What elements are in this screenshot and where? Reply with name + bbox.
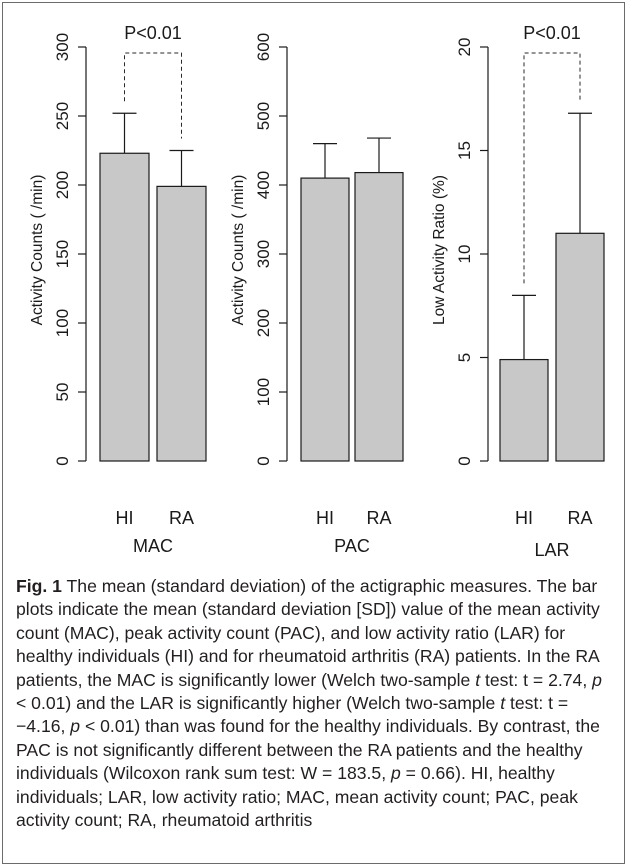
y-tick-label: 100 [254,378,273,406]
caption-text: test: t = 2.74, [480,669,593,690]
bar-hi [99,152,150,462]
y-tick-label: 500 [254,102,273,130]
chart-lar: 0 5 10 15 20 Low Activity Ratio (%) HI RA LAR P<0… [431,23,605,560]
bar-hi [499,358,549,462]
bar-ra [354,171,404,462]
significance-bracket [124,52,182,139]
x-axis-label: MAC [133,536,173,556]
caption-italic-p: p [391,763,401,784]
significance-bracket [523,52,581,284]
figure-caption: Fig. 1 The mean (standard deviation) of … [16,575,614,832]
category-label: HI [116,508,134,528]
y-tick-label: 50 [53,383,72,402]
bar-hi [300,177,350,462]
y-axis-label: Low Activity Ratio (%) [431,175,448,325]
x-axis-label: PAC [334,536,370,556]
category-label: HI [515,508,533,528]
y-axis-label: Activity Counts ( /min) [230,175,247,326]
y-tick-label: 250 [53,102,72,130]
bar-ra [555,232,605,462]
bar-ra [156,185,207,462]
category-label: RA [366,508,391,528]
y-tick-label: 0 [254,456,273,465]
y-tick-label: 600 [254,33,273,61]
significance-label: P<0.01 [124,23,182,43]
figure-label: Fig. 1 [16,576,62,596]
caption-text: < 0.01) than was found for the healthy i… [16,716,600,784]
chart-pac: 0 100 200 300 400 500 600 Activity Counts ( /mi… [230,33,404,556]
y-tick-label: 15 [455,141,474,160]
caption-text: The bar plots indicate the mean (standar… [16,576,600,690]
y-tick-label: 20 [455,38,474,57]
y-tick-label: 5 [455,353,474,362]
significance-label: P<0.01 [523,23,581,43]
caption-italic-t: t [475,669,481,690]
y-tick-label: 150 [53,240,72,268]
caption-italic-p: p [592,669,602,690]
caption-text: = 0.66). HI, healthy individuals; LAR, l… [16,763,578,831]
x-axis-label: LAR [534,540,569,560]
caption-italic-t: t [500,693,506,714]
caption-italic-p: p [70,716,81,737]
category-label: RA [169,508,194,528]
caption-text: test: t = −4.16, [16,693,569,737]
y-tick-label: 300 [53,33,72,61]
category-label: RA [567,508,592,528]
y-tick-label: 0 [53,456,72,465]
caption-title: The mean (standard deviation) of the act… [66,576,533,596]
y-axis-label: Activity Counts ( /min) [29,175,46,326]
caption-text: < 0.01) and the LAR is significantly hig… [16,693,501,714]
chart-mac: 0 50 100 150 200 250 300 Activity Counts ( /min… [29,23,207,556]
y-tick-label: 400 [254,171,273,199]
y-tick-label: 0 [455,456,474,465]
y-tick-label: 300 [254,240,273,268]
y-tick-label: 100 [53,309,72,337]
y-tick-label: 200 [254,309,273,337]
y-tick-label: 10 [455,245,474,264]
category-label: HI [316,508,334,528]
y-tick-label: 200 [53,171,72,199]
